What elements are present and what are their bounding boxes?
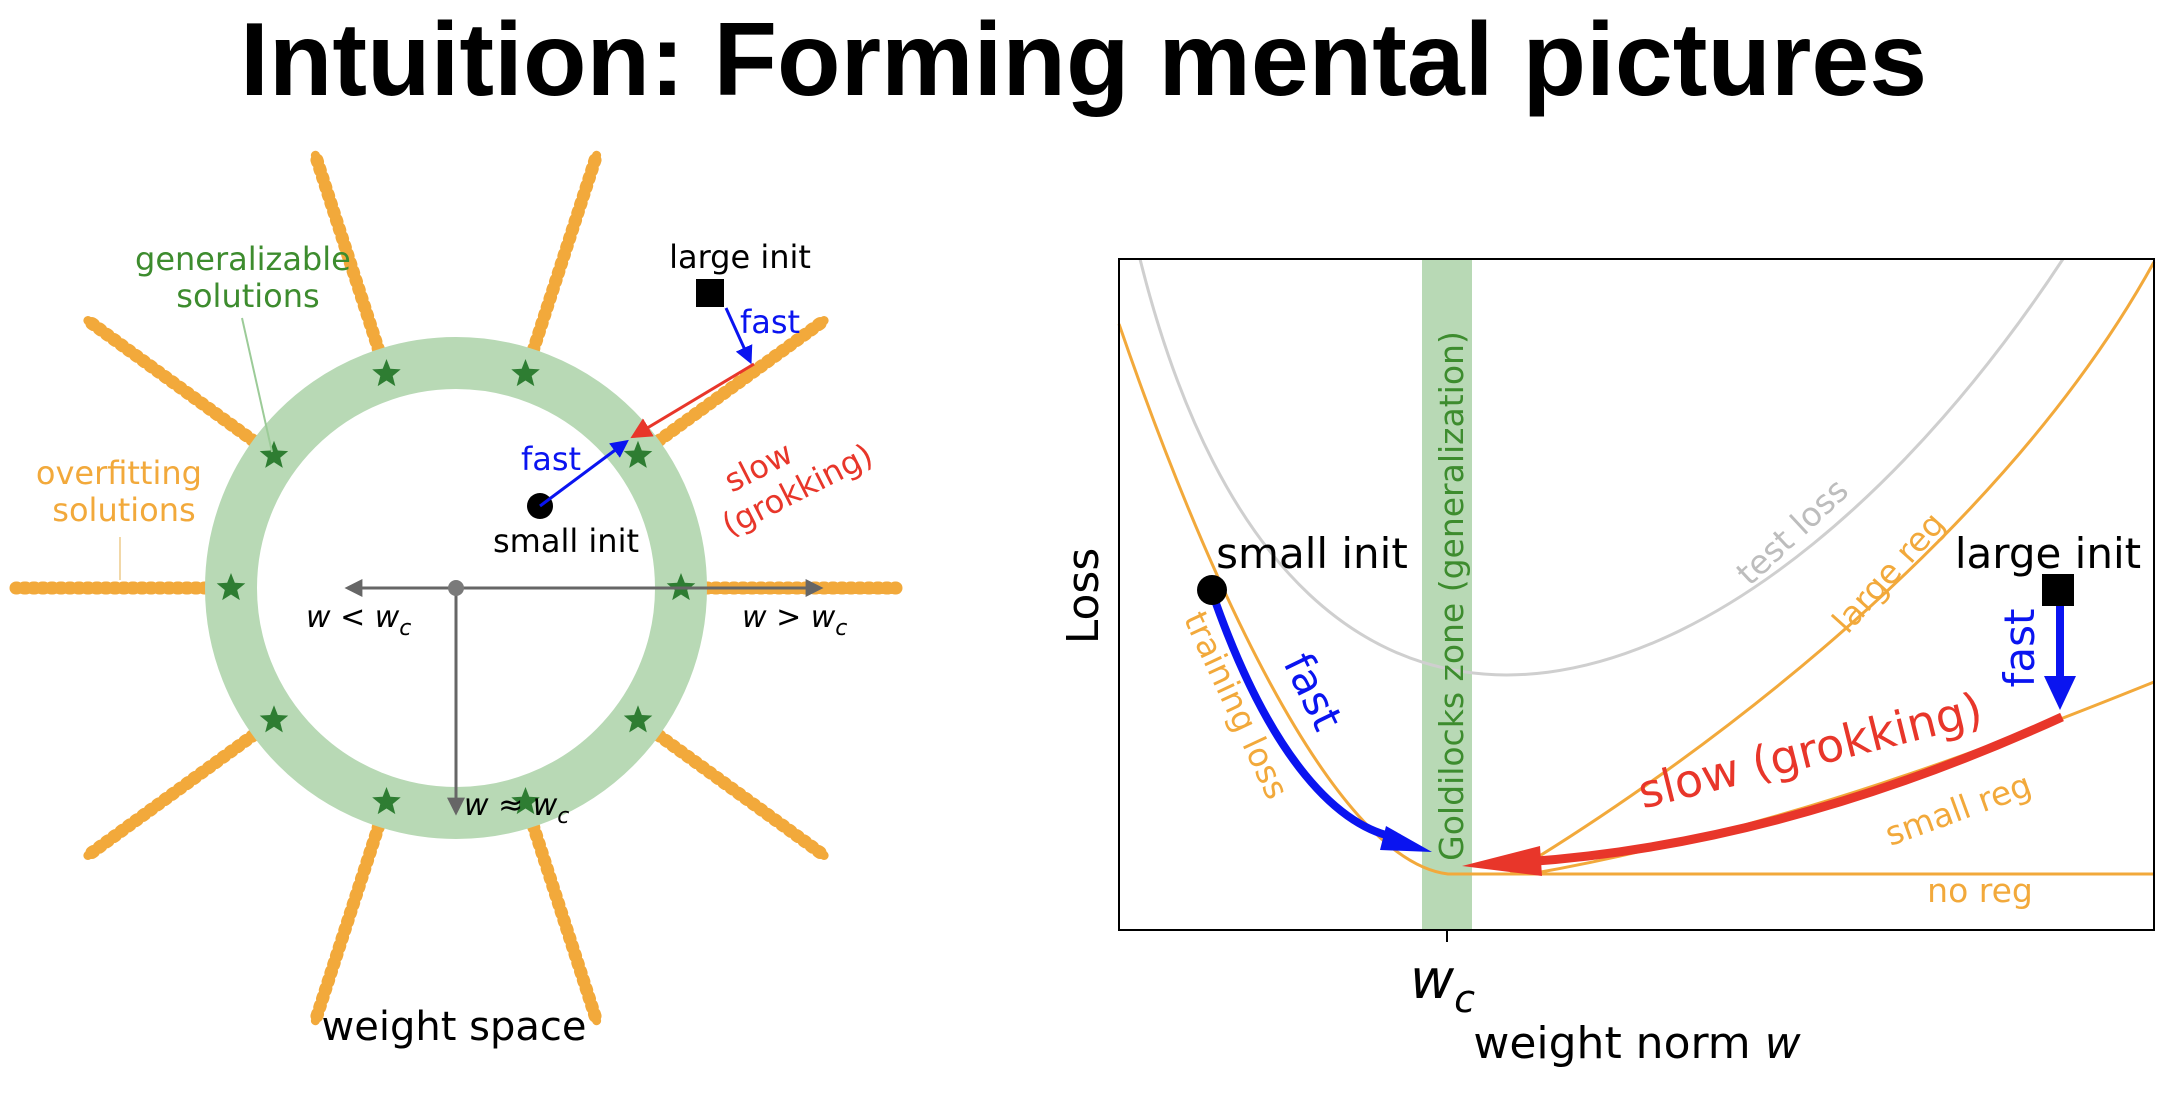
solution-star-icon: [511, 787, 540, 815]
fast-label-left: fast: [521, 440, 581, 478]
weight-space-caption: weight space: [322, 1004, 587, 1050]
overfitting-spoke: [653, 730, 829, 860]
fast-label-left-chart: fast: [1274, 645, 1353, 737]
w-approx-label: w ≈ wc: [464, 788, 569, 829]
fast-arrow-small: [539, 439, 629, 508]
large-init-label-right: large init: [1955, 529, 2141, 578]
training-loss-label: training loss: [1176, 605, 1297, 805]
overfitting-spoke: [83, 730, 259, 860]
solution-star-icon: [623, 705, 653, 733]
solution-star-icon: [372, 787, 401, 815]
slow-grokking-arrow-right: [1523, 712, 2064, 867]
solution-star-icon: [259, 705, 289, 733]
large-init-label-left: large init: [669, 238, 811, 276]
generalizable-label: generalizable solutions: [135, 240, 361, 315]
x-tick-label: wc: [1410, 948, 1475, 1021]
fast-label-right-chart: fast: [1995, 609, 2044, 688]
fast-arrow-large-init-head: [2044, 676, 2076, 710]
fast-label-top: fast: [740, 303, 800, 341]
w-less-label: w < wc: [306, 600, 411, 641]
solution-star-icon: [216, 573, 246, 601]
overfitting-spoke: [528, 821, 602, 1026]
test-loss-label: test loss: [1729, 470, 1856, 592]
large-init-square: [696, 279, 724, 307]
solution-star-icon: [623, 440, 653, 468]
slow-grokking-arrow-right-head: [1462, 846, 1542, 876]
x-axis-label: weight norm w: [1473, 1018, 1801, 1069]
y-axis-label: Loss: [1058, 548, 1109, 645]
overfitting-spoke: [310, 821, 384, 1026]
overfitting-spoke: [83, 316, 259, 446]
small-init-label-right: small init: [1216, 529, 1408, 578]
fast-arrow-small-init-head: [1380, 826, 1432, 852]
slow-grokking-arrow: [630, 362, 755, 439]
large-reg-curve: [1509, 261, 2156, 876]
solution-star-icon: [259, 440, 289, 468]
slow-grokking-label-left: slow (grokking): [698, 402, 879, 544]
overfitting-label: overfitting solutions: [36, 454, 212, 529]
goldilocks-zone: [1422, 259, 1472, 930]
small-init-label-left: small init: [493, 522, 639, 560]
generalizable-pointer: [241, 317, 273, 453]
loss-chart: Loss wc weight norm w Goldilocks zone (g…: [1058, 258, 2156, 1069]
no-reg-label: no reg: [1927, 871, 2033, 910]
w-greater-label: w > wc: [742, 600, 847, 641]
axis-origin: [448, 580, 464, 596]
overfitting-spoke: [310, 150, 384, 355]
fast-arrow-large: [724, 307, 753, 365]
solution-star-icon: [511, 359, 540, 387]
overfitting-spokes: [9, 148, 903, 1028]
small-reg-curve: [1529, 680, 2155, 876]
overfitting-spoke: [653, 316, 829, 446]
weight-space-diagram: generalizable solutions overfitting solu…: [9, 148, 903, 1050]
overfitting-spoke: [528, 150, 602, 355]
goldilocks-zone-label: Goldilocks zone (generalization): [1432, 331, 1471, 861]
solution-star-icon: [372, 359, 401, 387]
training-loss-no-reg-curve: [1117, 323, 2154, 876]
page-title: Intuition: Forming mental pictures: [239, 2, 1928, 118]
large-init-square-right: [2042, 574, 2074, 606]
test-loss-curve: [1138, 258, 2065, 677]
large-reg-label: large reg: [1824, 504, 1952, 640]
plot-frame: [1118, 258, 2155, 931]
fast-arrow-small-init: [1208, 590, 1401, 842]
small-init-dot: [1197, 575, 1227, 605]
